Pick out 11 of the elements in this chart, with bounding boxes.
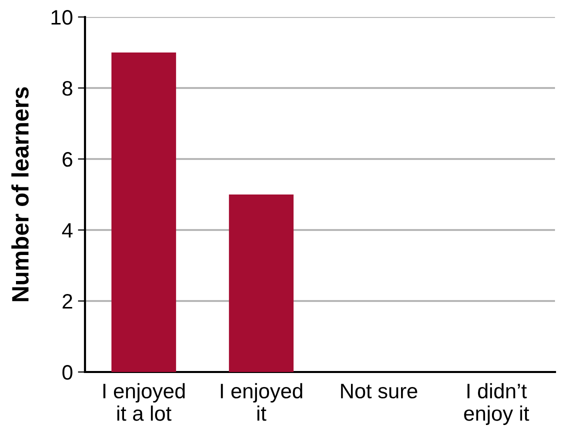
y-tick-label: 4 [62,223,73,238]
y-tick-label: 2 [62,294,72,309]
x-tick-label: I didn’t enjoy it [464,383,530,425]
x-tick-label: I enjoyed it [220,383,302,421]
y-axis-title: Number of learners [11,87,29,302]
x-tick-label: I enjoyed it a lot [103,383,185,421]
y-tick-label: 8 [62,81,72,96]
y-tick-label: 10 [52,10,72,25]
x-tick-label: Not sure [341,384,418,398]
y-tick-label: 0 [62,365,72,380]
y-tick-label: 6 [62,152,72,167]
